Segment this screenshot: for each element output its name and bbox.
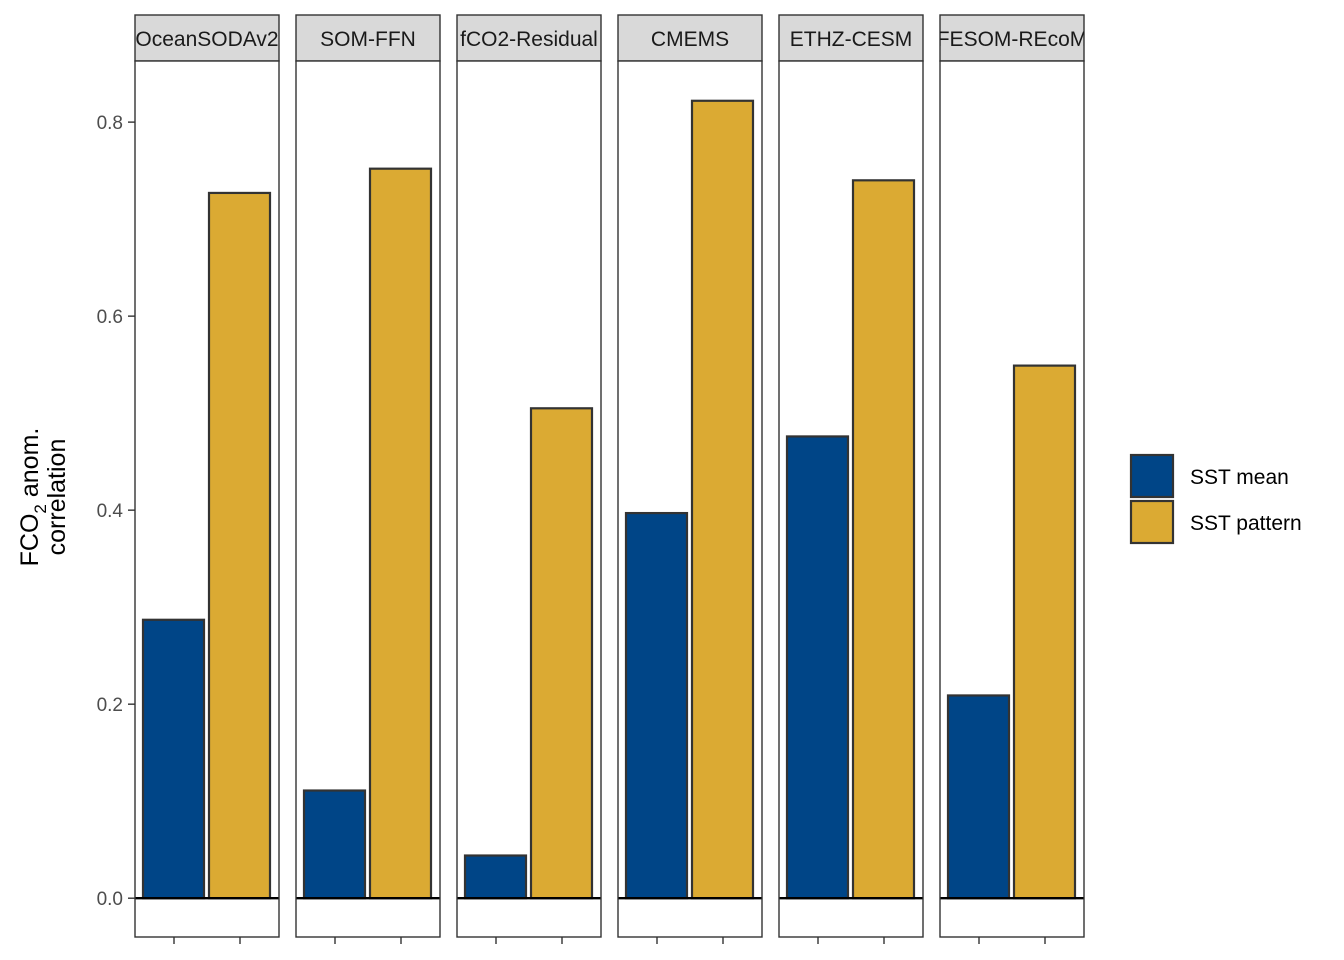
y-tick-label: 0.0 [97, 889, 123, 910]
bar-sst-mean [141, 618, 206, 900]
bar-sst-mean [624, 511, 689, 900]
y-tick-label: 0.4 [97, 501, 124, 522]
panel-border [134, 60, 280, 938]
facet-strip-label: OceanSODAv2 [135, 28, 278, 51]
facet-panel: FESOM-REcoM [937, 14, 1088, 944]
facet-strip [295, 14, 441, 62]
facet-strip-label: FESOM-REcoM [937, 28, 1088, 51]
legend-key-sst-pattern [1129, 499, 1175, 545]
legend-label: SST pattern [1190, 512, 1302, 535]
facet-strip [134, 14, 280, 62]
facet-strip [939, 14, 1085, 62]
facet-panel: fCO2-Residual [456, 14, 602, 944]
bar-sst-pattern [207, 191, 272, 900]
y-axis: 0.0 0.2 0.4 0.6 0.8 [97, 113, 135, 910]
bar-sst-pattern [851, 179, 916, 900]
bar-sst-pattern [368, 167, 433, 900]
facet-panels: OceanSODAv2 SOM-FFN fCO2-Residual CMEMS ETHZ… [134, 14, 1088, 944]
y-axis-title-main: FCO [16, 514, 44, 567]
facet-strip-label: fCO2-Residual [460, 28, 598, 51]
bar-sst-pattern [529, 407, 594, 900]
facet-strip-label: CMEMS [651, 28, 729, 51]
bar-sst-mean [302, 789, 367, 900]
y-tick-label: 0.2 [97, 695, 123, 716]
facet-panel: ETHZ-CESM [778, 14, 924, 944]
y-axis-title-line1: FCO2 anom. [16, 428, 50, 567]
panel-border [617, 60, 763, 938]
bar-sst-mean [463, 854, 528, 900]
facet-strip-label: SOM-FFN [320, 28, 416, 51]
y-axis-title: FCO2 anom. correlation [16, 428, 71, 567]
panel-border [295, 60, 441, 938]
y-axis-title-rest: anom. [16, 428, 44, 504]
legend: SST mean SST pattern [1129, 453, 1302, 545]
panel-border [778, 60, 924, 938]
legend-key-sst-mean [1129, 453, 1175, 499]
y-axis-title-subscript: 2 [31, 504, 50, 513]
facet-panel: OceanSODAv2 [134, 14, 280, 944]
panel-border [939, 60, 1085, 938]
bar-sst-mean [946, 694, 1011, 900]
facet-strip [456, 14, 602, 62]
facet-panel: CMEMS [617, 14, 763, 944]
y-axis-title-line2: correlation [43, 439, 71, 556]
y-tick-label: 0.6 [97, 307, 123, 328]
bar-sst-pattern [690, 99, 755, 900]
panel-border [456, 60, 602, 938]
facet-strip [617, 14, 763, 62]
facet-strip-label: ETHZ-CESM [790, 28, 913, 51]
facet-panel: SOM-FFN [295, 14, 441, 944]
y-tick-label: 0.8 [97, 113, 123, 134]
bar-sst-mean [785, 435, 850, 900]
facet-strip [778, 14, 924, 62]
bar-sst-pattern [1012, 364, 1077, 900]
legend-label: SST mean [1190, 466, 1289, 489]
